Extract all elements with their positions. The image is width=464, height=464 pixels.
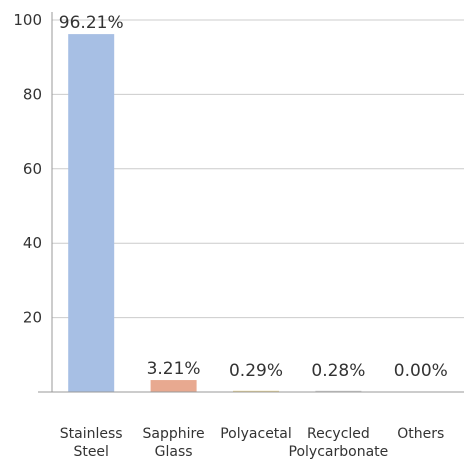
data-label: 0.00% bbox=[394, 361, 448, 381]
labels: 96.21% Stainless Steel 3.21% Sapphire Glass 0.… bbox=[59, 13, 448, 460]
data-label: 96.21% bbox=[59, 13, 124, 33]
category-label: Steel bbox=[73, 444, 109, 460]
y-tick-label: 40 bbox=[23, 234, 42, 252]
bar bbox=[233, 390, 279, 392]
bar bbox=[315, 390, 362, 392]
category-label: Glass bbox=[155, 444, 193, 460]
axes: 20 40 60 80 100 bbox=[13, 11, 464, 393]
y-tick-label: 60 bbox=[23, 160, 42, 178]
data-label: 0.29% bbox=[229, 361, 283, 381]
data-label: 0.28% bbox=[311, 361, 365, 381]
category-label: Recycled bbox=[307, 426, 370, 442]
bar bbox=[150, 380, 197, 392]
category-label: Polyacetal bbox=[220, 426, 292, 442]
category-label: Sapphire bbox=[143, 426, 205, 442]
y-tick-label: 100 bbox=[13, 11, 42, 29]
gridlines bbox=[52, 19, 464, 319]
category-label: Polycarbonate bbox=[289, 444, 389, 460]
y-tick-label: 20 bbox=[23, 309, 42, 327]
y-tick-label: 80 bbox=[23, 85, 42, 103]
category-label: Others bbox=[397, 426, 444, 442]
bars bbox=[68, 34, 362, 392]
bar bbox=[68, 34, 115, 392]
category-label: Stainless bbox=[60, 426, 123, 442]
data-label: 3.21% bbox=[147, 359, 201, 379]
